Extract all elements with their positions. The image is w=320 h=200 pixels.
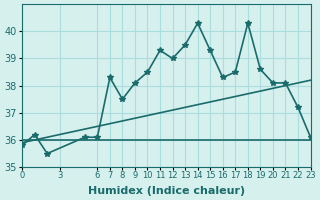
X-axis label: Humidex (Indice chaleur): Humidex (Indice chaleur) (88, 186, 245, 196)
